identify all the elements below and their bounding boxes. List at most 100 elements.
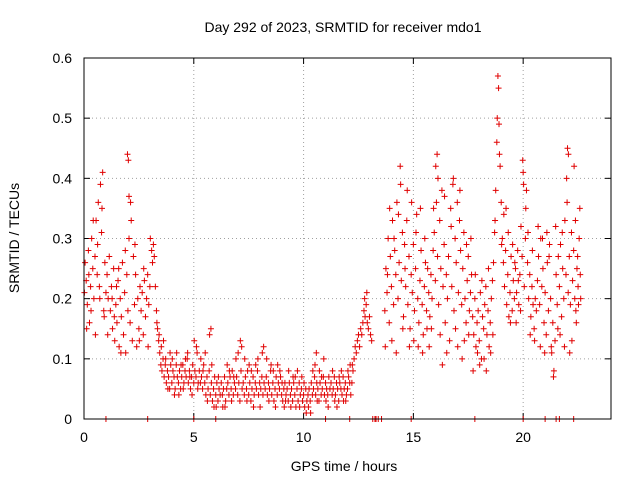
data-point xyxy=(552,223,559,230)
data-point xyxy=(486,343,493,350)
data-point xyxy=(410,337,417,344)
data-point xyxy=(566,253,573,260)
data-point xyxy=(500,259,507,266)
data-point xyxy=(498,199,505,206)
data-point xyxy=(124,307,131,314)
data-point xyxy=(446,337,453,344)
data-point xyxy=(154,325,161,332)
data-point xyxy=(494,115,501,122)
data-point xyxy=(525,295,532,302)
data-point xyxy=(492,217,499,224)
data-point xyxy=(452,325,459,332)
data-point xyxy=(520,169,527,176)
data-point xyxy=(263,355,270,362)
data-point xyxy=(200,361,207,368)
data-point xyxy=(281,403,288,410)
data-point xyxy=(509,307,516,314)
data-point xyxy=(520,181,527,188)
data-point xyxy=(126,235,133,242)
data-point xyxy=(332,391,339,398)
data-point xyxy=(441,193,448,200)
data-point xyxy=(167,349,174,356)
data-point xyxy=(550,367,557,374)
data-point xyxy=(557,241,564,248)
data-point xyxy=(353,349,360,356)
data-point xyxy=(331,397,338,404)
data-point xyxy=(232,355,239,362)
data-point xyxy=(505,229,512,236)
data-point xyxy=(480,325,487,332)
data-point xyxy=(391,247,398,254)
y-tick-label: 0 xyxy=(64,411,72,427)
data-point xyxy=(206,367,213,374)
data-point xyxy=(571,163,578,170)
data-point xyxy=(357,325,364,332)
data-point xyxy=(386,205,393,212)
data-point xyxy=(463,319,470,326)
data-point xyxy=(576,235,583,242)
data-point xyxy=(465,331,472,338)
data-point xyxy=(208,379,215,386)
data-point xyxy=(443,271,450,278)
data-point xyxy=(90,295,97,302)
data-point xyxy=(248,367,255,374)
data-point xyxy=(503,301,510,308)
data-point xyxy=(481,355,488,362)
data-point xyxy=(517,307,524,314)
data-point xyxy=(329,367,336,374)
data-point xyxy=(532,295,539,302)
data-point xyxy=(287,403,294,410)
data-point xyxy=(445,253,452,260)
data-point xyxy=(469,313,476,320)
data-point xyxy=(92,331,99,338)
data-point xyxy=(575,301,582,308)
data-point xyxy=(158,367,165,374)
data-point xyxy=(167,361,174,368)
data-point xyxy=(336,379,343,386)
data-point xyxy=(228,397,235,404)
data-point xyxy=(312,391,319,398)
data-point xyxy=(541,319,548,326)
data-point xyxy=(126,193,133,200)
data-point xyxy=(307,397,314,404)
data-point xyxy=(516,271,523,278)
data-point xyxy=(119,259,126,266)
data-point xyxy=(349,367,356,374)
data-point xyxy=(514,247,521,254)
data-point xyxy=(243,397,250,404)
data-point xyxy=(328,379,335,386)
data-point xyxy=(573,265,580,272)
data-point xyxy=(263,373,270,380)
data-point xyxy=(483,331,490,338)
data-point xyxy=(459,355,466,362)
data-point xyxy=(513,289,520,296)
data-point xyxy=(461,337,468,344)
data-point xyxy=(434,175,441,182)
data-point xyxy=(133,343,140,350)
data-point xyxy=(88,307,95,314)
data-point xyxy=(90,217,97,224)
data-point xyxy=(388,283,395,290)
data-point xyxy=(447,205,454,212)
data-point xyxy=(531,325,538,332)
data-point xyxy=(139,289,146,296)
data-point xyxy=(501,283,508,290)
data-point xyxy=(206,331,213,338)
data-point xyxy=(308,379,315,386)
data-point xyxy=(111,337,118,344)
data-point xyxy=(416,277,423,284)
data-point xyxy=(207,325,214,332)
data-point xyxy=(113,283,120,290)
data-point xyxy=(237,337,244,344)
data-point xyxy=(488,295,495,302)
data-point xyxy=(185,379,192,386)
data-point xyxy=(571,295,578,302)
data-point xyxy=(411,307,418,314)
data-point xyxy=(140,265,147,272)
data-point xyxy=(277,373,284,380)
data-point xyxy=(393,199,400,206)
data-point xyxy=(156,349,163,356)
data-point xyxy=(130,253,137,260)
data-point xyxy=(115,277,122,284)
data-point xyxy=(419,301,426,308)
